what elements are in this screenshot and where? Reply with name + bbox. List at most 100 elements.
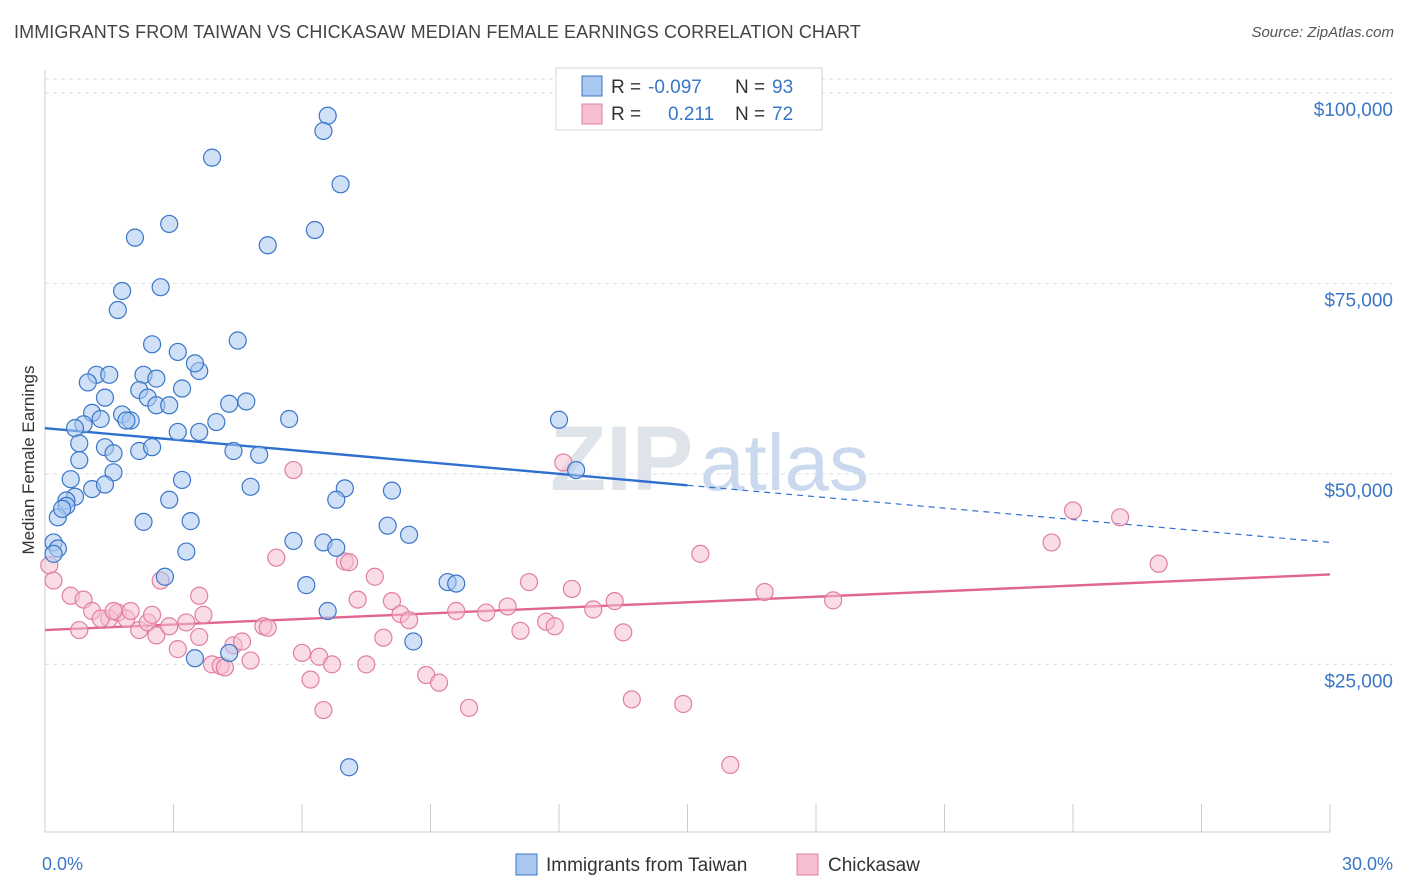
point-chickasaw: [374, 628, 393, 647]
point-taiwan: [44, 544, 63, 563]
point-taiwan: [404, 632, 423, 651]
point-taiwan: [160, 490, 179, 509]
point-taiwan: [177, 542, 196, 561]
point-chickasaw: [562, 579, 581, 599]
point-chickasaw: [1063, 501, 1083, 520]
point-chickasaw: [824, 591, 843, 610]
point-taiwan: [78, 373, 97, 392]
point-taiwan: [147, 369, 166, 388]
point-chickasaw: [284, 460, 303, 480]
point-taiwan: [318, 601, 337, 621]
bottom-legend-swatch-blue: [515, 853, 538, 876]
y-axis-title: Median Female Earnings: [19, 366, 38, 555]
point-taiwan: [112, 281, 132, 301]
legend-n-label-2: N =: [735, 104, 765, 125]
trend-line-taiwan-extension: [687, 484, 1331, 544]
point-chickasaw: [545, 617, 564, 636]
point-taiwan: [185, 649, 205, 668]
point-taiwan: [160, 214, 179, 234]
legend-r-value-2: 0.211: [668, 104, 714, 125]
point-chickasaw: [365, 567, 384, 586]
point-chickasaw: [1042, 533, 1061, 552]
point-taiwan: [125, 228, 145, 247]
point-chickasaw: [241, 651, 260, 670]
point-chickasaw: [160, 617, 179, 636]
legend-swatch-blue: [581, 75, 603, 97]
point-chickasaw: [382, 592, 402, 611]
point-taiwan: [237, 392, 256, 411]
point-taiwan: [168, 342, 187, 362]
legend-r-label-1: R =: [611, 77, 641, 98]
point-taiwan: [108, 300, 127, 320]
grid-lines: [45, 78, 1392, 665]
point-taiwan: [134, 512, 153, 531]
point-chickasaw: [194, 605, 213, 624]
point-taiwan: [327, 490, 346, 509]
point-taiwan: [305, 220, 324, 240]
point-taiwan: [172, 470, 192, 490]
point-taiwan: [160, 396, 179, 415]
y-tick-label: $100,000: [1314, 100, 1393, 121]
point-taiwan: [91, 409, 110, 429]
point-chickasaw: [142, 605, 162, 624]
point-taiwan: [207, 412, 226, 432]
tick-labels: $25,000 $50,000 $75,000 $100,000 0.0% 30.0%: [42, 100, 1393, 874]
y-tick-label: $25,000: [1324, 671, 1393, 692]
point-taiwan: [399, 525, 419, 544]
point-chickasaw: [674, 694, 693, 714]
point-taiwan: [100, 365, 119, 384]
point-taiwan: [382, 481, 402, 500]
y-tick-label: $50,000: [1324, 481, 1393, 502]
legend-box: R = -0.097 N = 93 R = 0.211 N = 72: [555, 67, 823, 131]
point-chickasaw: [399, 611, 419, 630]
point-chickasaw: [447, 601, 466, 621]
point-chickasaw: [121, 601, 140, 621]
point-chickasaw: [755, 582, 774, 602]
x-tick-label: 30.0%: [1342, 854, 1393, 874]
point-chickasaw: [177, 613, 196, 632]
point-taiwan: [447, 574, 466, 593]
point-taiwan: [280, 409, 299, 429]
point-taiwan: [378, 516, 397, 535]
point-taiwan: [95, 475, 115, 494]
watermark-atlas: atlas: [700, 418, 869, 507]
point-chickasaw: [232, 632, 252, 651]
point-taiwan: [95, 388, 115, 407]
x-tick-label: 0.0%: [42, 854, 83, 874]
point-chickasaw: [258, 618, 277, 637]
legend-n-label-1: N =: [735, 77, 765, 98]
legend-r-value-1: -0.097: [648, 77, 702, 98]
point-chickasaw: [614, 623, 633, 642]
point-chickasaw: [605, 592, 624, 611]
point-chickasaw: [314, 700, 333, 720]
point-chickasaw: [721, 755, 740, 775]
point-taiwan: [181, 512, 200, 531]
point-taiwan: [318, 106, 337, 125]
point-taiwan: [155, 567, 175, 586]
source-label: Source: ZipAtlas.com: [1251, 24, 1394, 41]
point-chickasaw: [292, 643, 312, 663]
point-taiwan: [220, 643, 239, 663]
trend-line-chickasaw: [44, 573, 1331, 632]
point-taiwan: [241, 477, 260, 496]
point-chickasaw: [44, 571, 63, 590]
point-taiwan: [549, 410, 569, 429]
point-taiwan: [185, 354, 205, 373]
point-taiwan: [202, 148, 222, 167]
point-taiwan: [297, 576, 316, 595]
point-chickasaw: [70, 620, 89, 640]
point-taiwan: [70, 451, 89, 470]
point-chickasaw: [1111, 508, 1130, 527]
point-chickasaw: [584, 600, 603, 619]
point-taiwan: [117, 411, 136, 430]
point-chickasaw: [267, 548, 286, 567]
point-chickasaw: [622, 690, 641, 709]
point-taiwan: [172, 379, 192, 398]
point-taiwan: [284, 531, 303, 551]
point-chickasaw: [301, 670, 320, 689]
axes: [44, 70, 1331, 833]
legend-n-value-2: 72: [772, 104, 793, 125]
point-chickasaw: [340, 553, 359, 572]
bottom-legend-label-taiwan: Immigrants from Taiwan: [546, 855, 747, 876]
